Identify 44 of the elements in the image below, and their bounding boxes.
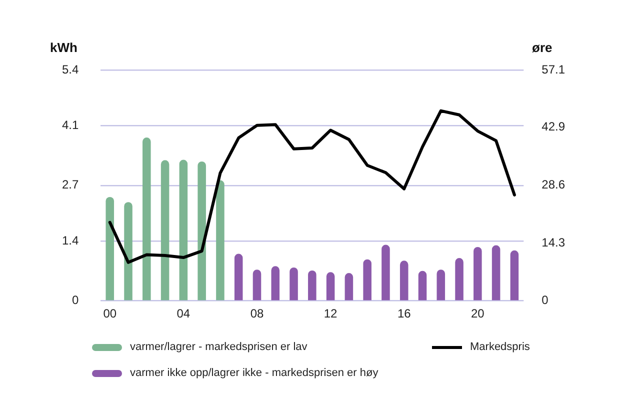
legend-label: varmer/lagrer - markedsprisen er lav [130,341,308,353]
bar [510,250,519,300]
x-tick-label: 04 [176,306,190,320]
bar [308,270,316,300]
bar [474,246,482,300]
y2-tick-label: 57.1 [542,62,566,76]
bar [252,270,262,300]
bar [216,180,224,300]
bar [400,260,408,300]
bar [492,245,500,300]
bar [363,259,372,300]
bar [198,161,206,300]
y-tick-label: 0 [72,293,79,308]
bar [418,270,427,300]
bar [179,160,188,300]
bar [124,202,132,300]
bar [271,266,280,300]
legend-label: varmer ikke opp/lagrer ikke - markedsprisen er høy [130,367,378,379]
bar [160,160,170,300]
bar [290,267,298,300]
y2-tick-label: 0 [542,293,549,308]
bar [326,272,335,300]
x-tick-label: 16 [397,306,412,320]
x-tick-label: 20 [470,306,485,320]
y2-tick-label: 42.9 [542,120,566,134]
bar [455,258,464,300]
y-tick-label: 4.1 [62,118,79,132]
y-tick-label: 1.4 [62,233,79,248]
y-axis-title: kWh [50,40,78,55]
legend-label: Markedspris [470,341,530,353]
bar [142,138,151,300]
bar [234,254,243,300]
y-tick-label: 5.4 [62,62,79,76]
y2-axis-title: øre [532,40,552,55]
bar [344,273,354,300]
bar [106,196,114,300]
y2-tick-label: 28.6 [542,178,566,192]
x-tick-label: 00 [103,306,117,320]
bar [382,244,390,300]
y-tick-label: 2.7 [62,178,79,192]
x-tick-label: 08 [250,306,264,320]
bar [436,270,446,300]
x-tick-label: 12 [324,306,338,320]
y2-tick-label: 14.3 [542,235,566,250]
